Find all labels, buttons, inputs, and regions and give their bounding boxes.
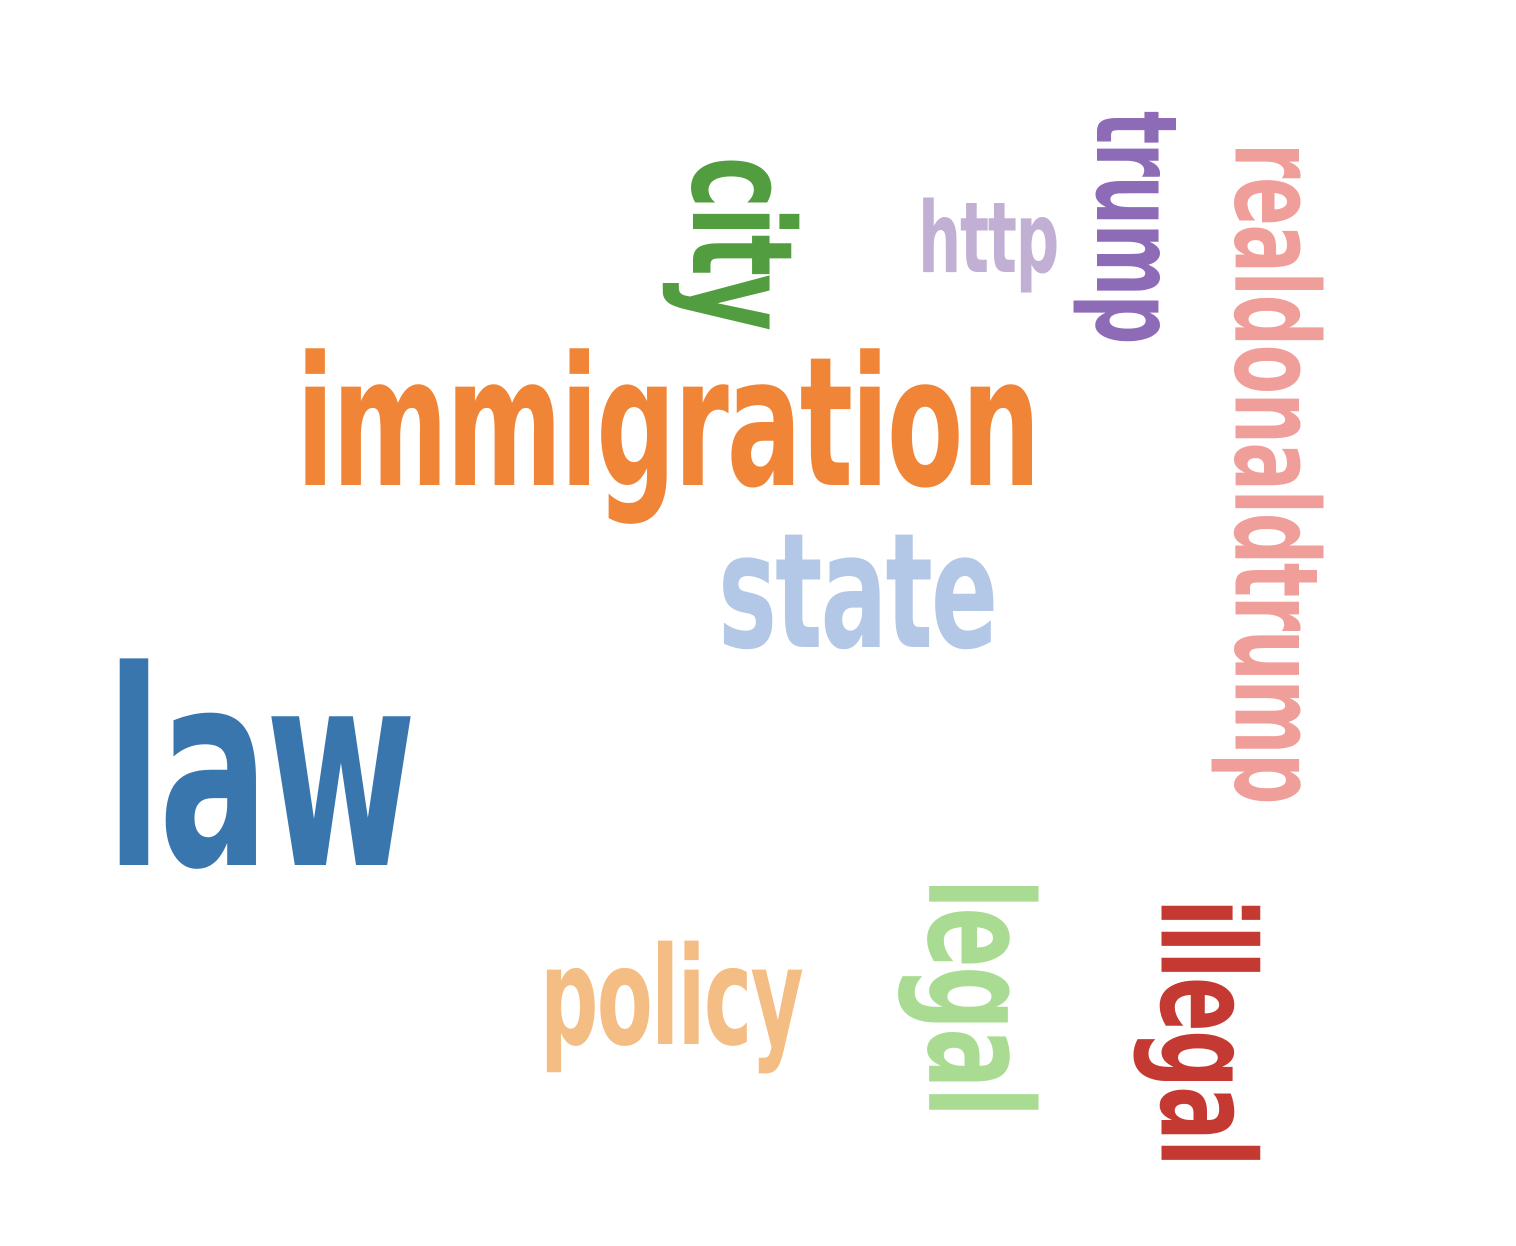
word-realdonaldtrump-box: realdonaldtrump	[1207, 96, 1342, 850]
word-immigration: immigration	[296, 319, 1041, 528]
word-policy: policy	[540, 919, 804, 1077]
word-legal-box: legal	[895, 866, 1063, 1128]
word-legal: legal	[895, 878, 1064, 1116]
word-illegal-box: illegal	[1130, 888, 1282, 1176]
word-http: http	[918, 182, 1059, 296]
word-city-box: city	[659, 130, 822, 356]
word-trump: trump	[1070, 111, 1200, 343]
word-realdonaldtrump: realdonaldtrump	[1207, 142, 1342, 804]
word-illegal: illegal	[1130, 899, 1282, 1165]
word-state: state	[718, 498, 998, 685]
word-law: law	[106, 614, 416, 930]
word-trump-box: trump	[1070, 100, 1200, 354]
word-city: city	[659, 156, 822, 330]
